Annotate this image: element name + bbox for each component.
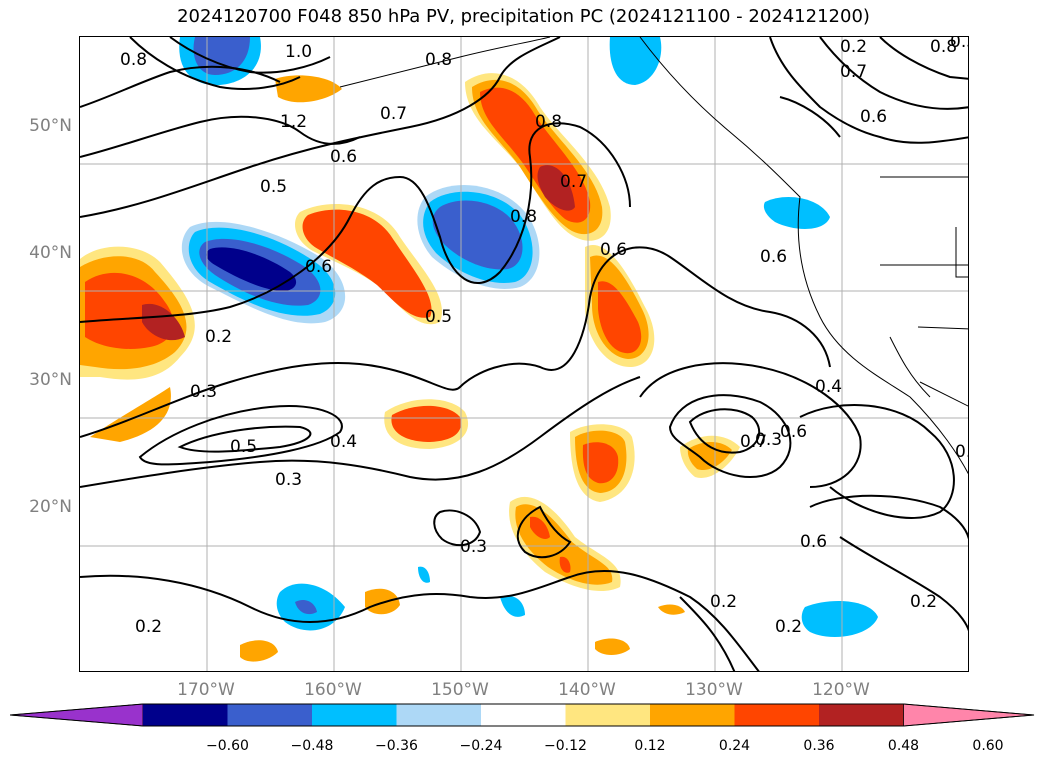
precip-positive-region: [90, 387, 171, 442]
lon-label: 120°W: [812, 680, 870, 700]
colorbar-bin: [312, 704, 397, 726]
precip-positive-region: [658, 604, 685, 615]
colorbar-bin: [481, 704, 566, 726]
contour-label: 0.3: [190, 382, 217, 402]
colorbar-bin: [819, 704, 904, 726]
colorbar-tick-label: −0.12: [544, 738, 587, 754]
contour-label: 0.8: [930, 37, 957, 57]
pv-contours: [80, 37, 968, 671]
colorbar-tick-label: −0.60: [206, 738, 249, 754]
lon-label: 150°W: [431, 680, 489, 700]
contour-label: 0.5: [230, 437, 257, 457]
contour-label: 0.7: [560, 172, 587, 192]
colorbar-extend-high: [903, 703, 1035, 727]
colorbar-bin: [734, 704, 820, 726]
contour-label: 0.6: [305, 257, 332, 277]
precip-fills: [80, 37, 878, 662]
lat-label: 40°N: [29, 243, 72, 263]
contour-labels: 0.8 1.0 0.81.2 0.70.60.50.60.50.80.70.80.6 0…: [120, 37, 969, 637]
colorbar-bin: [396, 704, 482, 726]
colorbar-bin: [143, 704, 228, 726]
contour-label: 0.8: [120, 50, 147, 70]
contour-label: 0.2: [205, 327, 232, 347]
lat-label: 50°N: [29, 116, 72, 136]
graticule: [80, 37, 968, 671]
precip-negative-region: [418, 566, 430, 583]
colorbar-bin: [565, 704, 651, 726]
contour-label: 0.4: [330, 432, 357, 452]
contour-label: 0.6: [330, 147, 357, 167]
contour-label: 0.5: [260, 177, 287, 197]
contour-label: 0.6: [860, 107, 887, 127]
lon-label: 140°W: [558, 680, 616, 700]
contour-label: 0.6: [780, 422, 807, 442]
precip-positive-region: [537, 165, 575, 211]
contour-label: 1.2: [280, 112, 307, 132]
precip-positive-region: [595, 638, 630, 655]
lon-label: 170°W: [177, 680, 235, 700]
precip-positive-region: [240, 640, 278, 662]
contour-label: 1.0: [285, 42, 312, 62]
precip-positive-region: [391, 405, 462, 442]
precip-negative-region: [609, 37, 662, 85]
colorbar-tick-label: 0.12: [634, 738, 666, 754]
precip-negative-region: [295, 600, 317, 615]
contour-label: 0.5: [425, 307, 452, 327]
contour-label: 0.4: [815, 377, 842, 397]
precip-negative-region: [206, 247, 297, 292]
contour-label: 0.2: [710, 592, 737, 612]
precip-positive-region: [275, 75, 342, 103]
colorbar-extend-low: [10, 703, 144, 727]
precip-negative-region: [432, 200, 523, 270]
contour-label: 0.8: [535, 112, 562, 132]
precip-negative-region: [801, 601, 878, 637]
contour-label: 0.6: [800, 532, 827, 552]
colorbar-tick-label: −0.48: [290, 738, 334, 754]
precip-positive-region: [142, 303, 185, 341]
lon-label: 160°W: [304, 680, 362, 700]
contour-label: 0.7: [380, 104, 407, 124]
colorbar-tick-label: −0.36: [375, 738, 418, 754]
map-title: 2024120700 F048 850 hPa PV, precipitatio…: [177, 6, 870, 27]
precip-positive-region: [598, 281, 642, 354]
precip-positive-region: [687, 441, 732, 471]
contour-label: 0.6: [760, 247, 787, 267]
colorbar: [10, 703, 1035, 727]
contour-label: 0.2: [135, 617, 162, 637]
contour-label: 0.3: [950, 37, 969, 52]
precip-negative-region: [193, 37, 250, 75]
contour-label: 0.3: [755, 430, 782, 450]
precip-negative-region: [763, 197, 830, 229]
lat-label: 30°N: [29, 370, 72, 390]
contour-label: 0.2: [840, 37, 867, 57]
contour-label: 0.8: [425, 50, 452, 70]
contour-label: 0.7: [840, 62, 867, 82]
precip-positive-region: [582, 442, 619, 484]
contour-label: 0.7: [740, 432, 767, 452]
contour-label: 0.3: [275, 470, 302, 490]
map-canvas: 0.8 1.0 0.81.2 0.70.60.50.60.50.80.70.80.6 0…: [80, 37, 969, 671]
contour-label: 0.6: [600, 240, 627, 260]
contour-label: 0.3: [460, 537, 487, 557]
colorbar-tick-label: 0.36: [803, 738, 835, 754]
lat-label: 20°N: [29, 497, 72, 517]
contour-label: 0.2: [910, 592, 937, 612]
contour-label: 0.2: [955, 442, 969, 462]
contour-label: 0.8: [510, 207, 537, 227]
precip-negative-region: [500, 595, 525, 617]
precip-positive-region: [530, 516, 550, 539]
lon-label: 130°W: [685, 680, 743, 700]
colorbar-bin: [227, 704, 313, 726]
colorbar-bin: [650, 704, 735, 726]
colorbar-tick-label: 0.60: [972, 738, 1004, 754]
contour-label: 0.2: [775, 617, 802, 637]
map-panel: 0.8 1.0 0.8 1.2 0.7 0.6 0.5 0.6 0.5 0.8 0.7 0.8 0.6 0…: [79, 36, 969, 672]
precip-positive-region: [559, 556, 571, 573]
coastlines: [339, 37, 968, 475]
colorbar-tick-label: 0.24: [718, 738, 751, 754]
precip-positive-region: [365, 588, 400, 615]
colorbar-tick-label: −0.24: [459, 738, 503, 754]
colorbar-tick-label: 0.48: [887, 738, 920, 754]
precip-positive-region: [515, 504, 613, 585]
